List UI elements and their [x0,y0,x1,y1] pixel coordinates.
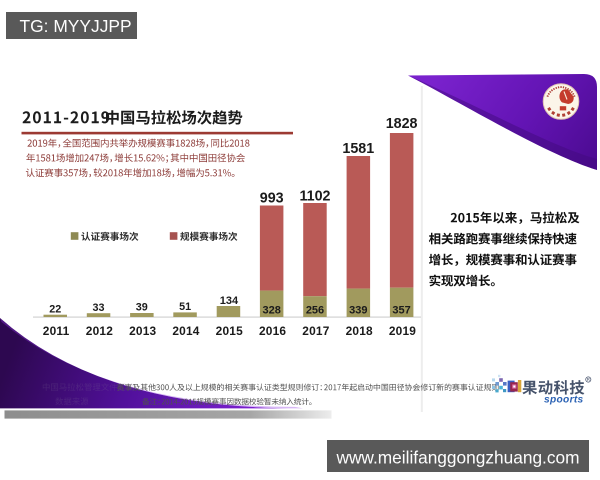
svg-text:2015: 2015 [216,324,243,338]
svg-text:328: 328 [263,305,281,317]
svg-text:357: 357 [392,305,410,317]
svg-text:R: R [587,377,591,382]
svg-text:993: 993 [260,191,284,207]
svg-text:2014: 2014 [172,324,199,338]
svg-text:39: 39 [136,302,148,314]
svg-text:TG: MYYJJPP: TG: MYYJJPP [20,16,132,36]
svg-text:2013: 2013 [129,324,156,338]
svg-text:spoorts: spoorts [544,395,583,406]
svg-text:1581: 1581 [342,141,374,157]
svg-text:2018: 2018 [346,324,373,338]
svg-text:www.meilifanggongzhuang.com: www.meilifanggongzhuang.com [335,447,579,467]
svg-text:22: 22 [49,303,61,315]
svg-text:2011: 2011 [43,324,70,338]
svg-text:339: 339 [349,305,367,317]
svg-text:51: 51 [179,301,191,313]
svg-text:1828: 1828 [386,116,418,132]
svg-text:1102: 1102 [299,188,330,204]
svg-text:2019: 2019 [389,324,416,338]
svg-text:33: 33 [92,302,104,314]
svg-text:2017: 2017 [302,324,329,338]
svg-text:2012: 2012 [86,324,113,338]
svg-text:256: 256 [306,305,324,317]
svg-text:2016: 2016 [259,324,286,338]
svg-text:134: 134 [220,295,239,307]
